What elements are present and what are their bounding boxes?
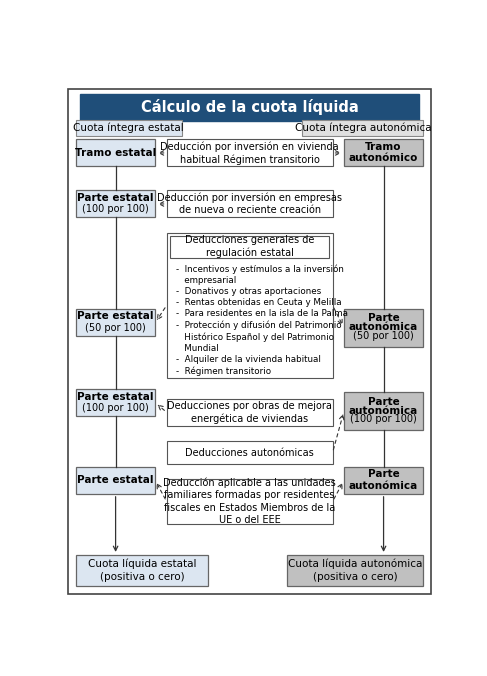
Bar xyxy=(167,441,333,464)
Bar xyxy=(76,309,155,336)
Text: Parte estatal: Parte estatal xyxy=(77,193,154,203)
Text: Deducciones por obras de mejora
energética de viviendas: Deducciones por obras de mejora energéti… xyxy=(167,401,332,424)
Text: autonómica: autonómica xyxy=(349,322,418,333)
Text: Parte: Parte xyxy=(368,397,399,407)
Text: Cuota líquida estatal
(positiva o cero): Cuota líquida estatal (positiva o cero) xyxy=(88,559,196,582)
Text: autonómica: autonómica xyxy=(349,481,418,491)
Text: -  Incentivos y estímulos a la inversión
   empresarial
-  Donativos y otras apo: - Incentivos y estímulos a la inversión … xyxy=(176,264,348,376)
Bar xyxy=(167,399,333,426)
Text: Deducción por inversión en empresas
de nueva o reciente creación: Deducción por inversión en empresas de n… xyxy=(157,193,342,216)
Text: (50 por 100): (50 por 100) xyxy=(85,323,146,333)
Bar xyxy=(76,139,155,166)
Bar xyxy=(80,93,419,121)
Bar xyxy=(167,139,333,166)
Text: (50 por 100): (50 por 100) xyxy=(353,331,414,341)
Bar xyxy=(287,555,423,586)
Text: autonómico: autonómico xyxy=(349,153,418,163)
Bar xyxy=(76,467,155,494)
Bar xyxy=(76,191,155,218)
Text: Cuota líquida autonómica
(positiva o cero): Cuota líquida autonómica (positiva o cer… xyxy=(288,559,422,582)
Bar xyxy=(167,233,333,378)
Text: Deducciones autonómicas: Deducciones autonómicas xyxy=(185,448,314,458)
Text: Cuota íntegra estatal: Cuota íntegra estatal xyxy=(74,123,184,133)
Bar xyxy=(344,467,423,494)
Text: Tramo: Tramo xyxy=(365,142,402,151)
Bar xyxy=(76,555,208,586)
Bar xyxy=(76,389,155,416)
Text: Parte estatal: Parte estatal xyxy=(77,391,154,402)
Text: (100 por 100): (100 por 100) xyxy=(82,403,149,413)
Bar xyxy=(167,191,333,218)
Bar xyxy=(167,479,333,523)
Bar xyxy=(302,120,423,136)
Bar xyxy=(170,236,329,258)
Text: Tramo estatal: Tramo estatal xyxy=(75,148,156,158)
Text: autonómica: autonómica xyxy=(349,406,418,416)
Bar xyxy=(76,120,182,136)
Text: Cuota íntegra autonómica: Cuota íntegra autonómica xyxy=(295,123,431,133)
Text: Deducciones generales de
regulación estatal: Deducciones generales de regulación esta… xyxy=(185,235,314,258)
Text: (100 por 100): (100 por 100) xyxy=(350,414,417,425)
Text: Deducción por inversión en vivienda
habitual Régimen transitorio: Deducción por inversión en vivienda habi… xyxy=(160,141,339,165)
Bar xyxy=(344,392,423,430)
Text: Parte: Parte xyxy=(368,314,399,324)
Text: Deducción aplicable a las unidades
familiares formadas por residentes
fiscales e: Deducción aplicable a las unidades famil… xyxy=(163,477,336,525)
Text: Parte estatal: Parte estatal xyxy=(77,312,154,321)
Bar xyxy=(344,309,423,347)
Text: Parte estatal: Parte estatal xyxy=(77,475,154,485)
Bar xyxy=(344,139,423,166)
Text: Cálculo de la cuota líquida: Cálculo de la cuota líquida xyxy=(141,99,358,115)
Text: Parte: Parte xyxy=(368,469,399,479)
Text: (100 por 100): (100 por 100) xyxy=(82,204,149,214)
